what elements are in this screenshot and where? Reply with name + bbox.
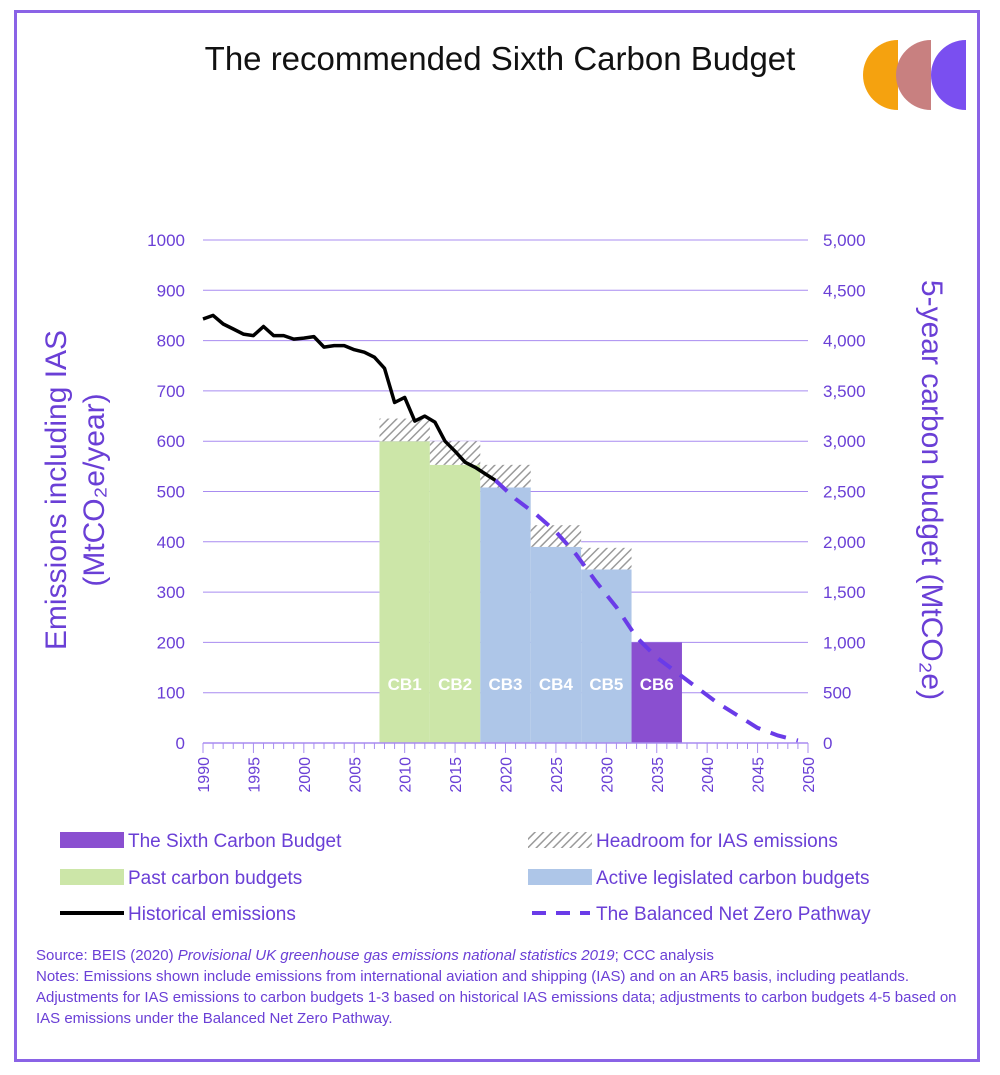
y-tick-label-left: 400 <box>157 533 185 552</box>
legend-swatch-headroom <box>528 832 592 848</box>
x-tick-label: 2050 <box>801 757 818 793</box>
y-tick-label-left: 800 <box>157 332 185 351</box>
y-tick-label-left: 200 <box>157 633 185 652</box>
y-tick-label-right: 1,500 <box>823 583 866 602</box>
x-tick-label: 2030 <box>599 757 616 793</box>
budget-bar-cb1 <box>379 441 430 743</box>
budget-label-cb3: CB3 <box>488 675 522 694</box>
budget-bar-cb3 <box>480 487 531 743</box>
legend-swatch-sixth <box>60 832 124 848</box>
chart-canvas: 0 0 100 500 200 1,000 300 1,500 400 2,000 500 2,500… <box>40 231 948 925</box>
y-tick-label-left: 700 <box>157 382 185 401</box>
chart-frame <box>14 10 980 1062</box>
legend-label-sixth: The Sixth Carbon Budget <box>128 831 342 852</box>
y-tick-label-right: 1,000 <box>823 633 866 652</box>
logo-semicircle-purple <box>931 40 966 110</box>
y-tick-label-left: 900 <box>157 281 185 300</box>
logo-semicircle-orange <box>863 40 898 110</box>
source-line: Source: BEIS (2020) Provisional UK green… <box>36 945 966 966</box>
x-tick-label: 1995 <box>246 757 263 793</box>
headroom-cb1 <box>379 418 430 442</box>
legend-label-historical: Historical emissions <box>128 904 296 925</box>
x-tick-label: 2025 <box>549 757 566 793</box>
y-tick-label-right: 2,000 <box>823 533 866 552</box>
y-axis-title-left: Emissions including IAS (MtCO₂e/year) <box>40 330 111 650</box>
legend-label-active: Active legislated carbon budgets <box>596 868 870 889</box>
y-tick-label-right: 5,000 <box>823 231 866 250</box>
headroom-cb3 <box>480 464 531 488</box>
source-prefix: Source: BEIS (2020) <box>36 947 178 964</box>
legend-label-past: Past carbon budgets <box>128 868 302 889</box>
headroom-cb5 <box>581 547 632 570</box>
x-tick-label: 2010 <box>398 757 415 793</box>
budget-label-cb6: CB6 <box>640 675 674 694</box>
x-tick-label: 1990 <box>196 757 213 793</box>
y-tick-label-left: 600 <box>157 432 185 451</box>
ccc-logo <box>863 40 966 110</box>
x-tick-label: 2015 <box>448 757 465 793</box>
y-tick-label-right: 4,500 <box>823 281 866 300</box>
x-tick-label: 2020 <box>499 757 516 793</box>
legend-swatch-past <box>60 869 124 885</box>
budget-label-cb1: CB1 <box>388 675 422 694</box>
budget-label-cb2: CB2 <box>438 675 472 694</box>
y-tick-label-right: 2,500 <box>823 483 866 502</box>
budget-bar-cb2 <box>429 464 481 743</box>
source-suffix: ; CCC analysis <box>614 947 714 964</box>
series-line-historical-emissions <box>202 313 497 482</box>
y-tick-label-left: 1000 <box>147 231 185 250</box>
y-tick-label-right: 4,000 <box>823 332 866 351</box>
budget-bar-cb4 <box>530 546 582 743</box>
y-tick-label-left: 500 <box>157 483 185 502</box>
legend-swatch-active <box>528 869 592 885</box>
series-line-balanced-net-zero-pathway <box>494 478 799 743</box>
y-tick-label-left: 0 <box>176 734 185 753</box>
headroom-cb4 <box>530 525 582 547</box>
budget-label-cb5: CB5 <box>589 675 623 694</box>
budget-bar-cb6 <box>631 642 682 743</box>
y-tick-label-right: 0 <box>823 734 832 753</box>
x-tick-label: 2005 <box>347 757 364 793</box>
budget-label-cb4: CB4 <box>539 675 574 694</box>
logo-semicircle-rose <box>896 40 931 110</box>
legend-label-pathway: The Balanced Net Zero Pathway <box>596 904 871 925</box>
y-tick-label-left: 300 <box>157 583 185 602</box>
notes-text: Notes: Emissions shown include emissions… <box>36 968 957 1027</box>
x-tick-label: 2045 <box>751 757 768 793</box>
y-tick-label-right: 3,500 <box>823 382 866 401</box>
legend-label-headroom: Headroom for IAS emissions <box>596 831 838 852</box>
y-tick-label-left: 100 <box>157 684 185 703</box>
source-title: Provisional UK greenhouse gas emissions … <box>177 947 615 964</box>
budget-bar-cb5 <box>581 569 632 743</box>
y-tick-label-right: 500 <box>823 684 851 703</box>
y-axis-title-right: 5-year carbon budget (MtCO₂e) <box>915 280 948 700</box>
y-tick-label-right: 3,000 <box>823 432 866 451</box>
chart-title: The recommended Sixth Carbon Budget <box>204 40 796 77</box>
x-tick-label: 2000 <box>297 757 314 793</box>
x-tick-label: 2035 <box>650 757 667 793</box>
x-tick-label: 2040 <box>700 757 717 793</box>
source-notes: Source: BEIS (2020) Provisional UK green… <box>36 945 966 1029</box>
